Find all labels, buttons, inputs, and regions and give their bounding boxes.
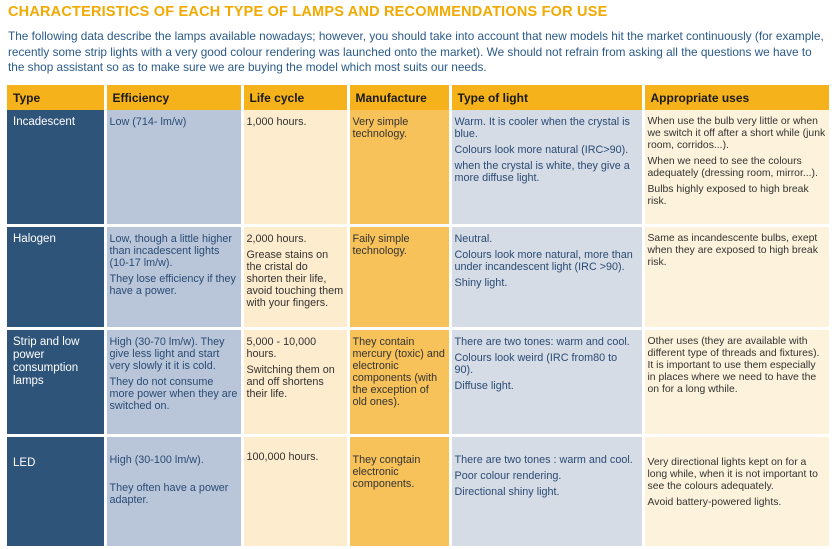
cell-type: Halogen <box>7 225 107 330</box>
cell-text: 100,000 hours. <box>246 451 319 463</box>
cell-text: Poor colour rendering. <box>454 470 562 482</box>
cell-text: 2,000 hours. <box>246 233 307 245</box>
cell-text: Very directional lights kept on for a lo… <box>647 457 818 492</box>
cell-appropriate-uses: Same as incandescente bulbs, exept when … <box>643 225 829 330</box>
cell-text: There are two tones : warm and cool. <box>454 454 633 466</box>
cell-type-of-light: There are two tones: warm and cool. Colo… <box>450 328 645 437</box>
intro-paragraph: The following data describe the lamps av… <box>8 29 824 74</box>
cell-text: Low (714- lm/w) <box>109 116 187 128</box>
cell-text: LED <box>13 457 36 469</box>
cell-efficiency: Low, though a little higher than incades… <box>105 225 244 330</box>
table-row-incandescent: Incadescent Low (714- lm/w) 1,000 hours.… <box>7 110 829 227</box>
header-manufacture: Manufacture <box>348 85 452 110</box>
lamps-table: Type Efficiency Life cycle Manufacture T… <box>7 85 829 549</box>
cell-text: They do not consume more power when they… <box>109 376 238 412</box>
cell-text: Directional shiny light. <box>454 486 560 498</box>
table-row-strip-lamps: Strip and low power consumption lamps Hi… <box>7 328 829 437</box>
header-appropriate-uses: Appropriate uses <box>643 85 829 110</box>
cell-text: Avoid battery-powered lights. <box>647 497 782 508</box>
cell-text: They congtain electronic components. <box>352 454 421 490</box>
cell-manufacture: They contain mercury (toxic) and electro… <box>348 328 452 437</box>
cell-text: Bulbs highly exposed to high break risk. <box>647 184 809 207</box>
header-efficiency: Efficiency <box>105 85 244 110</box>
cell-appropriate-uses: Other uses (they are available with diff… <box>643 328 829 437</box>
cell-text: Shiny light. <box>454 277 508 289</box>
cell-efficiency: High (30-70 lm/w). They give less light … <box>105 328 244 437</box>
header-type: Type <box>7 85 107 110</box>
cell-text: Grease stains on the cristal do shorten … <box>246 249 344 309</box>
cell-text: Switching them on and off shortens their… <box>246 364 335 400</box>
cell-text: They lose efficiency if they have a powe… <box>109 273 236 297</box>
cell-text: Faily simple technology. <box>352 233 410 257</box>
cell-text: There are two tones: warm and cool. <box>454 336 630 348</box>
cell-text: Very simple technology. <box>352 116 409 140</box>
cell-text: Colours look more natural (IRC>90). <box>454 144 629 156</box>
header-life-cycle: Life cycle <box>242 85 350 110</box>
cell-appropriate-uses: When use the bulb very little or when we… <box>643 110 829 227</box>
cell-type-of-light: Warm. It is cooler when the crystal is b… <box>450 110 645 227</box>
cell-type: Strip and low power consumption lamps <box>7 328 107 437</box>
cell-manufacture: They congtain electronic components. <box>348 435 452 549</box>
cell-life-cycle: 100,000 hours. <box>242 435 350 549</box>
table-header-row: Type Efficiency Life cycle Manufacture T… <box>7 85 829 110</box>
cell-life-cycle: 2,000 hours. Grease stains on the crista… <box>242 225 350 330</box>
header-type-of-light: Type of light <box>450 85 645 110</box>
cell-text: They often have a power adapter. <box>109 482 229 506</box>
cell-text: High (30-70 lm/w). They give less light … <box>109 336 225 372</box>
cell-text: when the crystal is white, they give a m… <box>454 160 630 184</box>
cell-text: 5,000 - 10,000 hours. <box>246 336 317 360</box>
cell-text: Low, though a little higher than incades… <box>109 233 232 269</box>
cell-life-cycle: 1,000 hours. <box>242 110 350 227</box>
cell-text: Same as incandescente bulbs, exept when … <box>647 233 818 268</box>
cell-text: When we need to see the colours adequate… <box>647 156 818 179</box>
cell-text: 1,000 hours. <box>246 116 307 128</box>
cell-text: Neutral. <box>454 233 493 245</box>
cell-manufacture: Faily simple technology. <box>348 225 452 330</box>
table-row-halogen: Halogen Low, though a little higher than… <box>7 225 829 330</box>
page-title: CHARACTERISTICS OF EACH TYPE OF LAMPS AN… <box>8 4 608 20</box>
cell-text: Diffuse light. <box>454 380 514 392</box>
cell-life-cycle: 5,000 - 10,000 hours. Switching them on … <box>242 328 350 437</box>
cell-text: They contain mercury (toxic) and electro… <box>352 336 445 408</box>
cell-text: Other uses (they are available with diff… <box>647 336 820 395</box>
cell-text: Colours look more natural, more than und… <box>454 249 633 273</box>
cell-efficiency: Low (714- lm/w) <box>105 110 244 227</box>
cell-text: Colours look weird (IRC from80 to 90). <box>454 352 618 376</box>
cell-type: LED <box>7 435 107 549</box>
cell-type-of-light: Neutral. Colours look more natural, more… <box>450 225 645 330</box>
cell-manufacture: Very simple technology. <box>348 110 452 227</box>
cell-text: Warm. It is cooler when the crystal is b… <box>454 116 630 140</box>
cell-type: Incadescent <box>7 110 107 227</box>
cell-appropriate-uses: Very directional lights kept on for a lo… <box>643 435 829 549</box>
cell-efficiency: High (30-100 lm/w). They often have a po… <box>105 435 244 549</box>
table-row-led: LED High (30-100 lm/w). They often have … <box>7 435 829 549</box>
cell-text: High (30-100 lm/w). <box>109 454 204 466</box>
cell-text: When use the bulb very little or when we… <box>647 116 826 151</box>
cell-type-of-light: There are two tones : warm and cool. Poo… <box>450 435 645 549</box>
